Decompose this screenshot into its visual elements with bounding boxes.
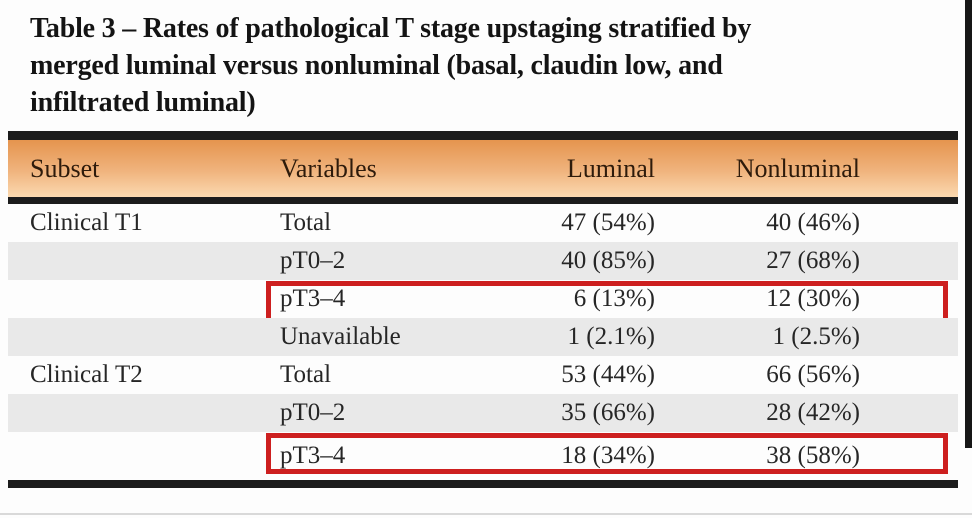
subset-cell: Clinical T1 [30,209,143,236]
table-row: pT0–2 35 (66%) 28 (42%) [8,394,958,432]
variable-cell: pT0–2 [280,247,346,274]
data-table: Subset Variables Luminal Nonluminal Clin… [8,131,958,488]
luminal-cell: 6 (13%) [573,285,655,312]
nonluminal-cell: 12 (30%) [766,285,860,312]
table-row: Unavailable 1 (2.1%) 1 (2.5%) [8,318,958,356]
nonluminal-cell: 66 (56%) [766,361,860,388]
nonluminal-cell: 38 (58%) [766,442,860,469]
caption-line: Table 3 – Rates of pathological T stage … [30,13,752,44]
table-body: Clinical T1 Total 47 (54%) 40 (46%) pT0–… [8,204,958,480]
table-row: pT3–4 18 (34%) 38 (58%) [8,432,958,480]
table-row: Clinical T1 Total 47 (54%) 40 (46%) [8,204,958,242]
table-mid-rule [8,197,958,204]
luminal-cell: 35 (66%) [561,399,655,426]
luminal-cell: 53 (44%) [561,361,655,388]
table-bottom-rule [8,480,958,488]
caption-line: infiltrated luminal) [30,87,256,118]
table-top-rule [8,131,958,140]
column-header-subset: Subset [30,153,100,183]
right-edge-bar [965,0,972,448]
table-row: pT0–2 40 (85%) 27 (68%) [8,242,958,280]
nonluminal-cell: 40 (46%) [766,209,860,236]
subset-cell: Clinical T2 [30,361,143,388]
variable-cell: pT0–2 [280,399,346,426]
luminal-cell: 1 (2.1%) [567,323,655,350]
luminal-cell: 40 (85%) [561,247,655,274]
variable-cell: Unavailable [280,323,401,350]
variable-cell: pT3–4 [280,442,346,469]
caption-line: merged luminal versus nonluminal (basal,… [30,50,723,81]
table-header-row: Subset Variables Luminal Nonluminal [8,140,958,197]
variable-cell: Total [280,361,332,388]
variable-cell: pT3–4 [280,285,346,312]
column-header-luminal: Luminal [566,153,655,183]
column-header-nonluminal: Nonluminal [735,153,860,183]
table-row: Clinical T2 Total 53 (44%) 66 (56%) [8,356,958,394]
column-header-variables: Variables [280,153,377,183]
nonluminal-cell: 1 (2.5%) [772,323,860,350]
luminal-cell: 18 (34%) [561,442,655,469]
bottom-edge-line [0,513,972,515]
luminal-cell: 47 (54%) [561,209,655,236]
nonluminal-cell: 27 (68%) [766,247,860,274]
table-row: pT3–4 6 (13%) 12 (30%) [8,280,958,323]
nonluminal-cell: 28 (42%) [766,399,860,426]
table-caption: Table 3 – Rates of pathological T stage … [30,10,930,121]
variable-cell: Total [280,209,332,236]
